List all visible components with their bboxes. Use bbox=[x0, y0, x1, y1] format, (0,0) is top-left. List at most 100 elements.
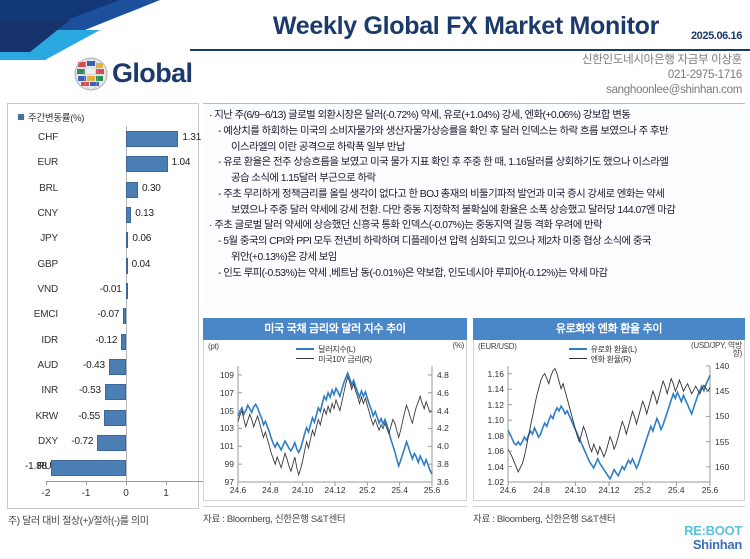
x-axis-tick-label: 24.10 bbox=[564, 485, 586, 495]
line-chart-svg bbox=[237, 366, 433, 486]
series-line bbox=[507, 367, 711, 473]
x-axis-tick-label: 25.6 bbox=[701, 485, 719, 495]
page-title: Weekly Global FX Market Monitor bbox=[272, 12, 660, 40]
chart-source: 자료 : Bloomberg, 신한은행 S&T센터 bbox=[203, 506, 467, 525]
legend-series-label: 달러지수(L) bbox=[318, 345, 356, 354]
bar-value-label: 1.31 bbox=[182, 132, 202, 143]
y-axis-right-tick-label: 150 bbox=[715, 411, 730, 422]
commentary-line: - 예상치를 하회하는 미국의 소비자물가와 생산자물가상승률을 확인 후 달러… bbox=[218, 125, 669, 137]
contact-phone: 021-2975-1716 bbox=[667, 68, 742, 81]
y-axis-left-tick-label: 1.02 bbox=[487, 477, 504, 487]
right-axis-unit-label: (USD/JPY, 역방향) bbox=[691, 341, 742, 359]
y-axis-left-tick-label: 1.14 bbox=[487, 384, 504, 395]
right-axis-unit-label: (%) bbox=[452, 341, 464, 350]
commentary-line: 보였으나 주중 달러 약세에 강세 전환. 다만 중동 지정학적 불확실에 환율… bbox=[231, 204, 676, 216]
bar-category-label: EUR bbox=[37, 157, 58, 169]
chart-plot-area: (pt) (%) 97 99 101 103 105 107 109 3.6 3.8 4.0 4.2 4.… bbox=[203, 340, 467, 501]
commentary-panel: · 지난 주(6/9~6/13) 글로벌 외환시장은 달러(-0.72%) 약세… bbox=[203, 103, 745, 308]
bar-axis-tick-label: 1 bbox=[163, 488, 169, 499]
bar-value-label: -0.72 bbox=[71, 436, 94, 448]
y-axis-left-tick-label: 99 bbox=[224, 459, 234, 470]
bar-value-label: -1.88 bbox=[25, 461, 47, 473]
series-line bbox=[507, 374, 711, 481]
bar-row: CNY 0.13 bbox=[8, 202, 198, 227]
chart-title: 유로화와 엔화 환율 추이 bbox=[473, 318, 745, 340]
x-axis-tick-label: 24.10 bbox=[292, 485, 314, 495]
bar-row: DXY -0.72 bbox=[8, 430, 198, 455]
bar-axis-tick bbox=[46, 481, 47, 485]
chart-source: 자료 : Bloomberg, 신한은행 S&T센터 bbox=[473, 506, 745, 525]
legend-line-icon bbox=[296, 348, 315, 350]
bar-rect bbox=[97, 435, 126, 452]
bar-plot-area: CHF 1.31 EUR 1.04 BRL 0.30 CNY 0.13 JPY 0.06 GBP 0.… bbox=[8, 126, 202, 481]
x-axis-tick-label: 24.12 bbox=[598, 485, 620, 495]
bar-value-label: -0.53 bbox=[79, 385, 101, 397]
contact-email: sanghoonlee@shinhan.com bbox=[606, 83, 742, 96]
bar-row: RUB -1.88 bbox=[8, 455, 198, 480]
header-divider bbox=[190, 49, 750, 51]
bar-row: KRW -0.55 bbox=[8, 405, 198, 430]
series-line bbox=[237, 375, 433, 477]
line-chart-svg bbox=[507, 365, 711, 486]
bar-rect bbox=[126, 257, 128, 274]
bar-chart-note: 주) 달러 대비 절상(+)/절하(-)를 의미 bbox=[8, 516, 149, 527]
y-axis-right-tick-label: 145 bbox=[715, 386, 730, 397]
left-axis-unit-label: (EUR/USD) bbox=[478, 342, 517, 351]
chart-ust-dollar-index: 미국 국채 금리와 달러 지수 추이 (pt) (%) 97 99 101 103 105 1… bbox=[203, 318, 467, 536]
bar-row: EMCI -0.07 bbox=[8, 303, 198, 328]
y-axis-left-tick-label: 1.08 bbox=[487, 430, 504, 441]
y-axis-right-tick-label: 140 bbox=[715, 361, 730, 371]
bar-value-label: 0.30 bbox=[142, 182, 161, 194]
bar-rect bbox=[125, 283, 128, 300]
bar-row: INR -0.53 bbox=[8, 379, 198, 404]
bar-category-label: VND bbox=[37, 284, 58, 296]
bar-category-label: IDR bbox=[41, 334, 58, 346]
x-axis-tick-label: 24.6 bbox=[229, 485, 247, 495]
bar-rect bbox=[108, 359, 126, 376]
y-axis-left-tick-label: 1.16 bbox=[487, 368, 504, 379]
reboot-shinhan-logo: RE:BOOT Shinhan bbox=[684, 524, 742, 551]
bar-row: GBP 0.04 bbox=[8, 253, 198, 278]
shinhan-logo-mark bbox=[0, 0, 200, 78]
bar-category-label: AUD bbox=[37, 360, 58, 372]
bar-rect bbox=[126, 156, 168, 173]
bar-category-label: DXY bbox=[38, 436, 58, 448]
x-axis-tick-label: 25.4 bbox=[668, 485, 685, 495]
bar-chart-legend: 주간변동률(%) bbox=[18, 110, 84, 124]
bar-zero-line bbox=[126, 126, 127, 481]
bar-category-label: INR bbox=[41, 385, 58, 397]
commentary-line: - 주초 무리하게 정책금리를 올릴 생각이 없다고 한 BOJ 총재의 비둘기… bbox=[218, 188, 665, 200]
bar-value-label: 0.04 bbox=[131, 258, 151, 270]
commentary-line: 이스라엘의 이란 공격으로 하락폭 일부 반납 bbox=[231, 141, 405, 153]
bar-category-label: GBP bbox=[37, 258, 58, 270]
legend-line-icon bbox=[568, 348, 587, 350]
bar-row: CHF 1.31 bbox=[8, 126, 202, 151]
legend-line-icon bbox=[568, 358, 587, 359]
reboot-wordmark: RE:BOOT bbox=[684, 523, 742, 538]
legend-series-label: 엔화 환율(R) bbox=[590, 355, 632, 364]
chart-eur-jpy: 유로화와 엔화 환율 추이 (EUR/USD) (USD/JPY, 역방향) 1.0… bbox=[473, 318, 745, 536]
bar-category-label: BRL bbox=[39, 182, 58, 194]
left-axis-unit-label: (pt) bbox=[208, 342, 219, 351]
commentary-line: - 유로 환율은 전주 상승흐름을 보였고 미국 물가 지표 확인 후 주중 한… bbox=[218, 157, 669, 169]
y-axis-right-tick-label: 4.0 bbox=[437, 441, 449, 452]
shinhan-wordmark: Shinhan bbox=[692, 536, 742, 552]
y-axis-right-tick-label: 3.6 bbox=[437, 477, 449, 487]
x-axis-tick-label: 25.4 bbox=[391, 485, 408, 495]
bar-axis-tick bbox=[86, 481, 87, 485]
y-axis-left-tick-label: 105 bbox=[219, 405, 234, 416]
y-axis-left-tick-label: 1.04 bbox=[487, 461, 504, 472]
y-axis-left-tick-label: 107 bbox=[219, 387, 234, 398]
x-axis-tick-label: 25.2 bbox=[359, 485, 376, 495]
bar-rect bbox=[126, 207, 132, 224]
y-axis-right-tick-label: 160 bbox=[715, 461, 730, 472]
bar-value-label: 0.13 bbox=[135, 208, 154, 220]
weekly-change-bar-chart: 주간변동률(%) CHF 1.31 EUR 1.04 BRL 0.30 CNY 0.13 JPY… bbox=[7, 103, 209, 509]
bar-rect bbox=[104, 409, 126, 426]
contact-block: 신한인도네시아은행 자금부 이상훈 021-2975-1716 sanghoon… bbox=[582, 53, 742, 98]
commentary-line: - 5월 중국의 CPI와 PPI 모두 전년비 하락하며 디플레이션 압력 심… bbox=[218, 236, 651, 248]
bar-rect bbox=[50, 460, 126, 477]
commentary-line: - 인도 루피(-0.53%)는 약세 ,베트남 동(-0.01%)은 약보합,… bbox=[218, 267, 608, 279]
x-axis-tick-label: 24.8 bbox=[262, 485, 279, 495]
bar-value-label: -0.07 bbox=[97, 309, 120, 321]
